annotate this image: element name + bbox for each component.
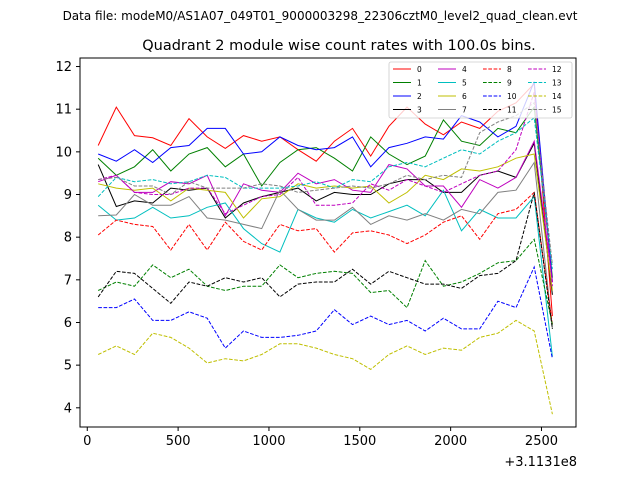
series-line-11 <box>97 192 553 329</box>
legend-label-8: 8 <box>507 65 512 74</box>
series-line-9 <box>97 238 553 325</box>
series-line-14 <box>97 319 553 415</box>
series-line-7 <box>98 161 553 329</box>
series-line-3 <box>97 141 553 295</box>
series-line-13 <box>97 116 553 270</box>
y-tick-label: 8 <box>64 231 72 246</box>
y-tick-label: 9 <box>64 188 72 203</box>
x-tick-label: 1000 <box>252 434 285 449</box>
series-line-6 <box>98 153 553 291</box>
legend-label-11: 11 <box>507 106 517 115</box>
x-offset-label: +3.1131e8 <box>504 455 577 470</box>
legend-label-3: 3 <box>417 106 422 115</box>
y-tick-label: 5 <box>64 359 72 374</box>
legend-label-4: 4 <box>462 65 467 74</box>
legend-label-9: 9 <box>507 79 512 88</box>
axes-frame <box>79 57 577 428</box>
series-line-1 <box>97 105 553 278</box>
y-tick-label: 7 <box>64 273 72 288</box>
x-tick-label: 500 <box>166 434 191 449</box>
legend-label-10: 10 <box>507 92 517 101</box>
series-line-2 <box>98 81 553 283</box>
y-tick-label: 6 <box>64 316 72 331</box>
legend-label-1: 1 <box>417 79 422 88</box>
series-line-4 <box>98 139 553 283</box>
legend-label-7: 7 <box>462 106 467 115</box>
datafile-label: Data file: modeM0/AS1A07_049T01_90000032… <box>63 9 578 23</box>
plot-area <box>97 81 553 415</box>
legend-label-2: 2 <box>417 92 422 101</box>
legend-label-13: 13 <box>552 79 562 88</box>
chart-title: Quadrant 2 module wise count rates with … <box>142 38 536 54</box>
series-line-15 <box>98 101 553 265</box>
legend-label-12: 12 <box>552 65 562 74</box>
legend-label-15: 15 <box>552 106 562 115</box>
y-tick-label: 11 <box>55 103 72 118</box>
legend-label-14: 14 <box>552 92 562 101</box>
x-tick-label: 1500 <box>343 434 376 449</box>
legend-box <box>388 61 573 119</box>
x-tick-label: 0 <box>83 434 91 449</box>
x-tick-label: 2000 <box>434 434 467 449</box>
y-tick-label: 12 <box>55 60 72 75</box>
x-tick-label: 2500 <box>525 434 558 449</box>
legend-label-0: 0 <box>417 65 422 74</box>
legend-label-6: 6 <box>462 92 467 101</box>
series-line-0 <box>97 82 553 317</box>
y-tick-label: 4 <box>64 401 72 416</box>
legend-label-5: 5 <box>462 79 467 88</box>
y-tick-label: 10 <box>55 145 72 160</box>
series-line-8 <box>97 191 553 325</box>
series-line-10 <box>98 265 553 359</box>
